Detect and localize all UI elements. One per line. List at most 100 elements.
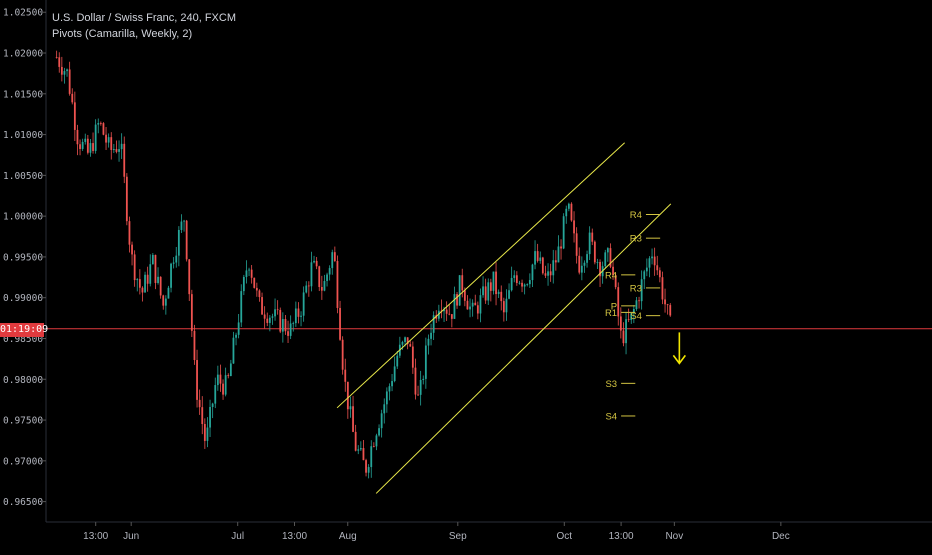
y-tick-label: 0.99000	[3, 293, 43, 304]
x-tick-label: 13:00	[282, 531, 307, 542]
candle-body	[344, 369, 347, 382]
candle-body	[128, 221, 131, 245]
candle-body	[625, 319, 627, 344]
candle-body	[162, 295, 165, 306]
pivot-label: P	[611, 301, 617, 312]
candle-body	[284, 319, 287, 332]
candle-body	[255, 287, 258, 291]
candle-body	[320, 287, 323, 291]
candle-body	[274, 309, 276, 317]
candle-body	[664, 299, 666, 305]
candle-body	[89, 143, 92, 153]
candle-body	[323, 281, 326, 291]
candle-body	[404, 337, 406, 342]
candle-body	[627, 319, 630, 320]
candle-body	[474, 302, 477, 306]
candle-body	[588, 232, 591, 255]
candle-body	[86, 138, 89, 153]
candle-body	[331, 252, 334, 269]
candle-body	[526, 284, 529, 285]
candle-body	[58, 57, 61, 67]
candle-body	[196, 360, 198, 400]
candle-body	[417, 394, 419, 396]
candle-body	[622, 330, 625, 344]
channel-line-upper[interactable]	[336, 142, 625, 409]
candle-body	[141, 287, 144, 293]
candle-body	[292, 323, 295, 324]
candle-body	[445, 309, 448, 314]
candle-body	[164, 298, 167, 306]
candle-body	[94, 124, 97, 151]
y-tick-label: 0.96500	[3, 497, 43, 508]
candle-body	[505, 298, 508, 313]
candle-body	[359, 448, 362, 450]
candle-body	[79, 144, 81, 149]
candle-body	[430, 332, 432, 339]
candle-body	[310, 262, 313, 287]
candle-body	[211, 403, 214, 407]
y-tick-label: 0.99500	[3, 252, 43, 263]
x-tick-label: Sep	[449, 531, 467, 542]
candle-body	[414, 367, 417, 395]
candle-body	[437, 310, 440, 319]
candle-body	[484, 286, 487, 301]
channel-line-lower[interactable]	[375, 203, 672, 494]
x-tick-label: Oct	[557, 531, 573, 542]
candle-body	[115, 148, 118, 152]
candle-body	[261, 297, 263, 315]
candle-body	[651, 256, 653, 259]
down-arrow-head-icon	[672, 354, 686, 365]
y-tick-label: 0.97000	[3, 456, 43, 467]
candle-body	[167, 287, 170, 299]
candle-body	[640, 279, 643, 302]
candle-body	[258, 290, 261, 298]
candle-body	[105, 134, 107, 143]
candle-body	[604, 252, 607, 267]
candle-body	[658, 270, 661, 278]
candle-body	[297, 308, 300, 317]
candle-body	[84, 138, 87, 142]
candle-body	[534, 251, 536, 265]
y-tick-label: 1.01500	[3, 89, 43, 100]
candle-body	[469, 306, 471, 310]
candle-body	[380, 413, 383, 429]
candle-body	[73, 102, 76, 130]
y-tick-label: 1.00000	[3, 212, 43, 223]
candle-body	[250, 269, 253, 278]
current-price-label: 01:19:09	[0, 323, 49, 337]
candle-body	[138, 279, 141, 288]
candle-body	[60, 66, 63, 75]
candle-body	[149, 264, 152, 284]
candle-body	[560, 246, 562, 249]
x-tick-label: 13:00	[83, 531, 108, 542]
candle-body	[378, 428, 380, 436]
candle-body	[107, 137, 110, 143]
candle-body	[632, 309, 635, 314]
candle-body	[248, 269, 250, 271]
candle-body	[541, 257, 544, 274]
candle-body	[318, 266, 321, 288]
candle-body	[188, 259, 191, 295]
candle-body	[557, 246, 560, 263]
candle-body	[144, 274, 146, 293]
candle-body	[515, 275, 518, 283]
candle-body	[518, 282, 521, 284]
candle-body	[583, 262, 586, 266]
symbol-title[interactable]: U.S. Dollar / Swiss Franc, 240, FXCM	[52, 12, 236, 24]
candle-body	[136, 279, 139, 281]
candle-body	[562, 216, 565, 249]
candle-body	[432, 315, 435, 333]
candle-body	[266, 318, 269, 323]
candle-body	[68, 69, 71, 94]
candle-body	[458, 275, 461, 306]
candle-body	[203, 424, 206, 441]
candle-body	[339, 307, 341, 340]
indicator-title[interactable]: Pivots (Camarilla, Weekly, 2)	[52, 28, 193, 40]
candle-body	[190, 294, 193, 331]
candle-body	[609, 248, 612, 267]
candle-body	[131, 244, 133, 255]
candle-body	[170, 263, 172, 288]
candle-body	[544, 273, 547, 276]
